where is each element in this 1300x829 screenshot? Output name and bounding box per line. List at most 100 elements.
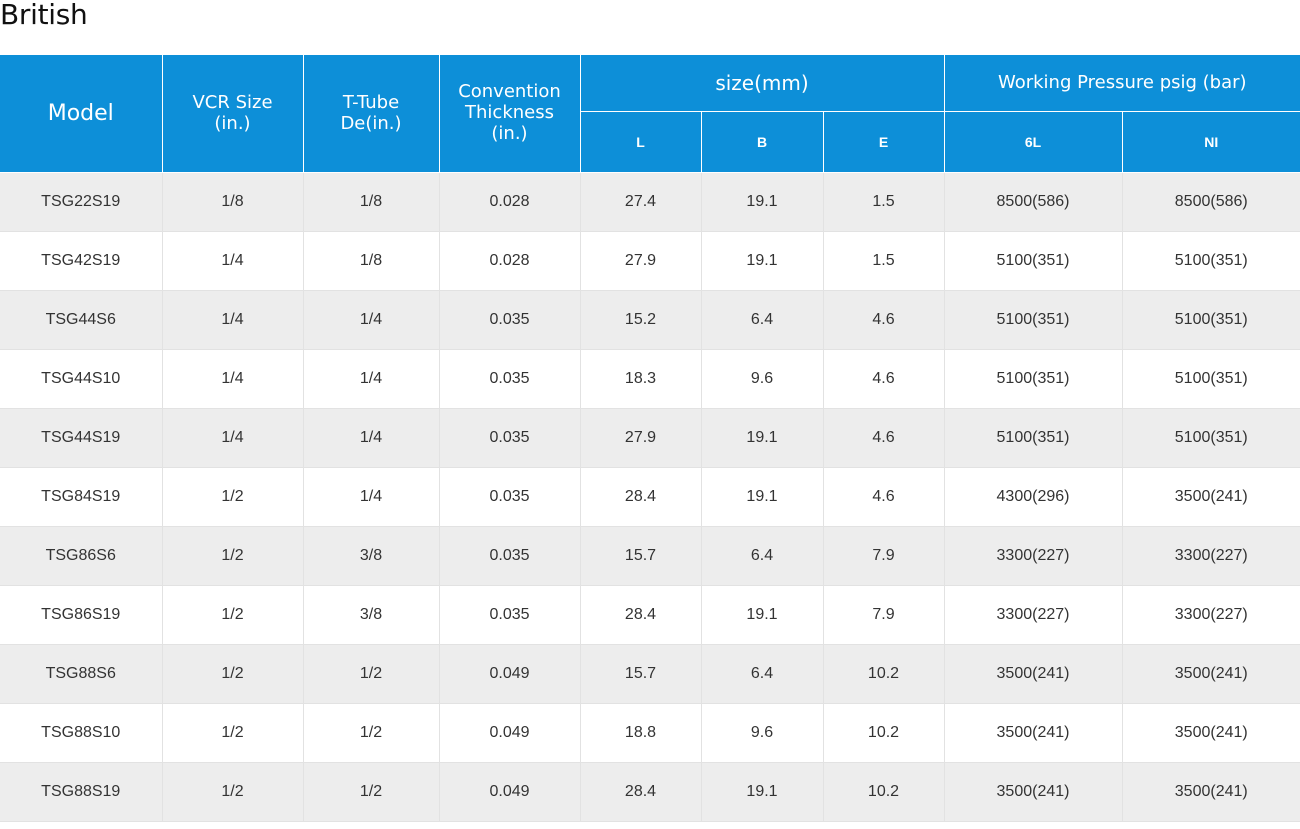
cell-size-b: 9.6 xyxy=(701,703,824,763)
cell-vcr-size: 1/4 xyxy=(162,290,304,350)
table-row: TSG88S10 1/2 1/2 0.049 18.8 9.6 10.2 3500(241) 3… xyxy=(0,703,1300,763)
cell-size-e: 1.5 xyxy=(823,172,945,232)
cell-size-b: 19.1 xyxy=(701,585,824,645)
cell-t-tube: 1/4 xyxy=(303,467,440,527)
cell-pressure-6l: 3500(241) xyxy=(944,644,1123,704)
cell-model: TSG42S19 xyxy=(0,231,163,291)
header-convention-line: Convention xyxy=(458,81,561,103)
cell-pressure-ni: 3300(227) xyxy=(1122,585,1300,645)
cell-size-e: 10.2 xyxy=(823,644,945,704)
cell-vcr-size: 1/2 xyxy=(162,644,304,704)
cell-thickness: 0.035 xyxy=(439,526,581,586)
cell-size-b: 9.6 xyxy=(701,349,824,409)
table-header: Model VCR Size (in.) T-Tube De(in.) Conv… xyxy=(0,55,1300,173)
cell-model: TSG86S19 xyxy=(0,585,163,645)
cell-model: TSG22S19 xyxy=(0,172,163,232)
page-title: British xyxy=(0,0,88,31)
cell-pressure-ni: 5100(351) xyxy=(1122,231,1300,291)
cell-pressure-6l: 5100(351) xyxy=(944,290,1123,350)
cell-size-b: 19.1 xyxy=(701,762,824,822)
cell-size-e: 7.9 xyxy=(823,526,945,586)
cell-size-e: 7.9 xyxy=(823,585,945,645)
table-body: TSG22S19 1/8 1/8 0.028 27.4 19.1 1.5 8500(586) 8… xyxy=(0,172,1300,822)
cell-size-l: 27.9 xyxy=(580,231,702,291)
header-row-sub: L B E 6L NI xyxy=(0,111,1300,173)
cell-vcr-size: 1/4 xyxy=(162,349,304,409)
cell-size-b: 19.1 xyxy=(701,231,824,291)
cell-thickness: 0.035 xyxy=(439,349,581,409)
cell-size-e: 4.6 xyxy=(823,408,945,468)
cell-pressure-ni: 5100(351) xyxy=(1122,408,1300,468)
header-convention-thickness: Convention Thickness (in.) xyxy=(439,55,581,173)
cell-size-l: 27.9 xyxy=(580,408,702,468)
cell-pressure-6l: 3500(241) xyxy=(944,762,1123,822)
cell-thickness: 0.028 xyxy=(439,231,581,291)
header-thickness-line: Thickness xyxy=(465,102,554,124)
cell-size-l: 27.4 xyxy=(580,172,702,232)
cell-size-l: 18.8 xyxy=(580,703,702,763)
table-row: TSG88S19 1/2 1/2 0.049 28.4 19.1 10.2 3500(241)… xyxy=(0,762,1300,822)
header-vcr-size-unit: (in.) xyxy=(214,112,251,134)
table-row: TSG86S19 1/2 3/8 0.035 28.4 19.1 7.9 3300(227) 3… xyxy=(0,585,1300,645)
cell-size-l: 28.4 xyxy=(580,762,702,822)
cell-size-l: 28.4 xyxy=(580,467,702,527)
cell-pressure-6l: 5100(351) xyxy=(944,231,1123,291)
cell-pressure-6l: 5100(351) xyxy=(944,408,1123,468)
cell-pressure-ni: 5100(351) xyxy=(1122,290,1300,350)
cell-vcr-size: 1/8 xyxy=(162,172,304,232)
cell-size-b: 19.1 xyxy=(701,467,824,527)
cell-size-e: 1.5 xyxy=(823,231,945,291)
cell-thickness: 0.035 xyxy=(439,585,581,645)
cell-size-b: 19.1 xyxy=(701,172,824,232)
cell-t-tube: 1/4 xyxy=(303,290,440,350)
cell-thickness: 0.035 xyxy=(439,408,581,468)
cell-size-b: 6.4 xyxy=(701,644,824,704)
header-pressure-group: Working Pressure psig (bar) xyxy=(944,55,1300,112)
table-row: TSG84S19 1/2 1/4 0.035 28.4 19.1 4.6 4300(296) 3… xyxy=(0,467,1300,527)
cell-thickness: 0.049 xyxy=(439,703,581,763)
cell-vcr-size: 1/4 xyxy=(162,231,304,291)
header-row-top: Model VCR Size (in.) T-Tube De(in.) Conv… xyxy=(0,55,1300,173)
header-size-l: L xyxy=(580,111,702,173)
header-pressure-ni: NI xyxy=(1122,111,1300,173)
cell-pressure-ni: 3300(227) xyxy=(1122,526,1300,586)
header-size-e: E xyxy=(823,111,945,173)
cell-pressure-6l: 5100(351) xyxy=(944,349,1123,409)
header-size-group: size(mm) xyxy=(580,55,945,112)
header-vcr-size: VCR Size (in.) xyxy=(162,55,304,173)
cell-model: TSG86S6 xyxy=(0,526,163,586)
cell-size-l: 15.7 xyxy=(580,644,702,704)
cell-pressure-6l: 3300(227) xyxy=(944,585,1123,645)
cell-pressure-ni: 5100(351) xyxy=(1122,349,1300,409)
cell-size-e: 4.6 xyxy=(823,290,945,350)
cell-model: TSG88S10 xyxy=(0,703,163,763)
cell-size-b: 6.4 xyxy=(701,290,824,350)
header-size-b: B xyxy=(701,111,824,173)
cell-size-e: 4.6 xyxy=(823,467,945,527)
cell-pressure-6l: 3500(241) xyxy=(944,703,1123,763)
cell-thickness: 0.035 xyxy=(439,290,581,350)
cell-size-l: 15.7 xyxy=(580,526,702,586)
cell-vcr-size: 1/2 xyxy=(162,703,304,763)
cell-t-tube: 1/4 xyxy=(303,408,440,468)
cell-pressure-ni: 3500(241) xyxy=(1122,644,1300,704)
cell-model: TSG88S19 xyxy=(0,762,163,822)
cell-model: TSG88S6 xyxy=(0,644,163,704)
cell-vcr-size: 1/2 xyxy=(162,585,304,645)
header-t-tube-unit: De(in.) xyxy=(340,112,402,134)
header-convention-unit: (in.) xyxy=(491,122,528,144)
cell-size-b: 19.1 xyxy=(701,408,824,468)
cell-pressure-6l: 8500(586) xyxy=(944,172,1123,232)
table-row: TSG88S6 1/2 1/2 0.049 15.7 6.4 10.2 3500(241) 35… xyxy=(0,644,1300,704)
table-row: TSG86S6 1/2 3/8 0.035 15.7 6.4 7.9 3300(227) 330… xyxy=(0,526,1300,586)
cell-size-l: 28.4 xyxy=(580,585,702,645)
table-row: TSG44S10 1/4 1/4 0.035 18.3 9.6 4.6 5100(351) 51… xyxy=(0,349,1300,409)
table-row: TSG44S19 1/4 1/4 0.035 27.9 19.1 4.6 5100(351) 5… xyxy=(0,408,1300,468)
cell-size-e: 10.2 xyxy=(823,762,945,822)
cell-pressure-ni: 8500(586) xyxy=(1122,172,1300,232)
table-row: TSG44S6 1/4 1/4 0.035 15.2 6.4 4.6 5100(351) 510… xyxy=(0,290,1300,350)
cell-vcr-size: 1/2 xyxy=(162,526,304,586)
cell-t-tube: 1/2 xyxy=(303,703,440,763)
header-t-tube-line: T-Tube xyxy=(342,91,400,113)
cell-pressure-ni: 3500(241) xyxy=(1122,467,1300,527)
